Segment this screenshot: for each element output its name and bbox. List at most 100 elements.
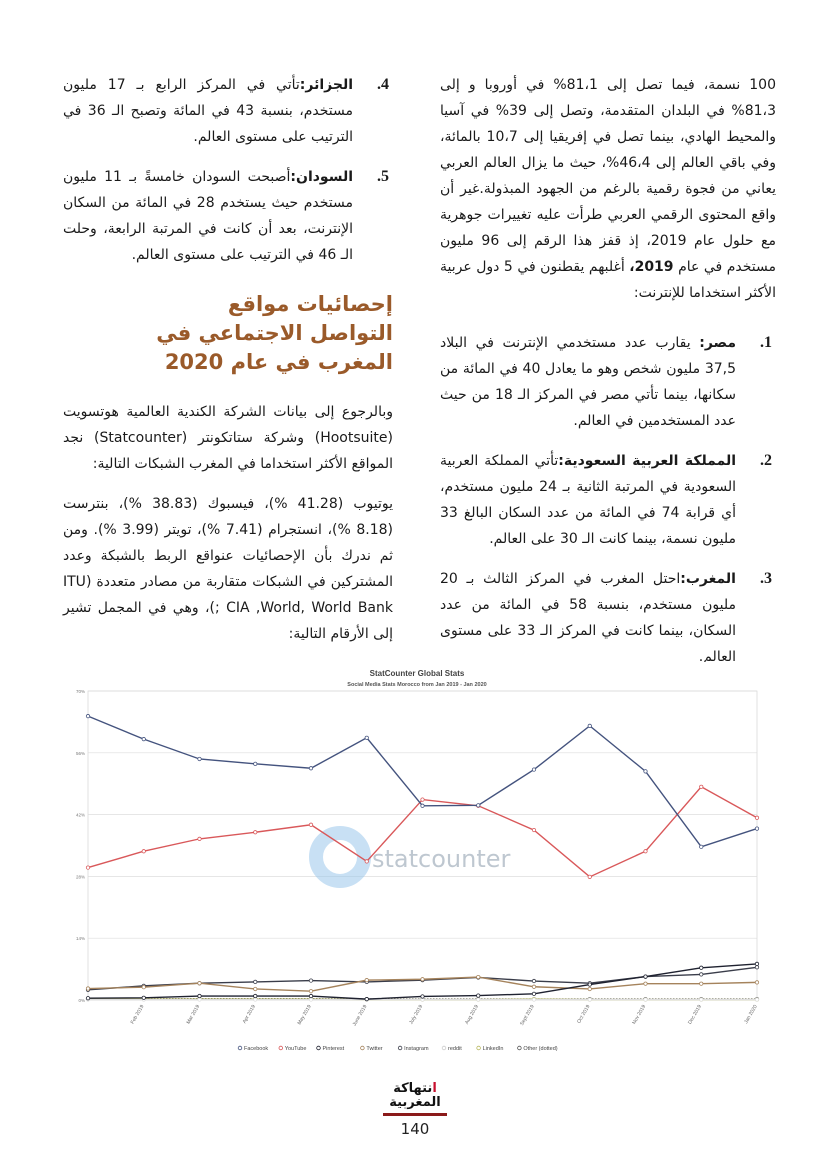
list-item-sudan: 5. السودان:أصبحت السودان خامسةً بـ 11 ملي… <box>63 168 389 263</box>
data-point <box>420 797 425 802</box>
legend-marker <box>360 1045 365 1051</box>
data-point <box>420 994 425 999</box>
chart-title: StatCounter Global Stats <box>370 669 465 678</box>
legend-marker <box>441 1045 447 1051</box>
x-tick-label: Jan 2020 <box>743 1004 759 1025</box>
x-tick-label: July 2019 <box>408 1004 424 1026</box>
data-point <box>364 978 369 983</box>
svg-text:statcounter: statcounter <box>372 845 511 873</box>
data-point <box>141 849 146 854</box>
legend-label: Instagram <box>404 1046 429 1052</box>
data-point <box>531 991 537 996</box>
legend-label: Twitter <box>366 1046 382 1052</box>
data-point <box>308 822 314 827</box>
social-media-line-chart: StatCounter Global Stats Social Media St… <box>60 662 775 1062</box>
legend-marker <box>316 1045 321 1051</box>
x-tick-label: Feb 2019 <box>130 1004 146 1025</box>
data-point <box>197 993 202 999</box>
data-point <box>643 769 648 774</box>
stats-paragraph: يوتيوب (41.28 %)، فيسبوك (38.83 %)، بنتر… <box>63 496 394 642</box>
data-point <box>253 830 258 835</box>
x-tick-label: Dec 2019 <box>687 1004 703 1026</box>
data-point <box>699 965 704 970</box>
list-item-morocco: 3. المغرب:احتل المغرب في المركز الثالث بـ… <box>440 570 772 665</box>
data-point <box>308 978 314 983</box>
data-point <box>643 974 648 979</box>
data-point <box>643 997 648 1002</box>
data-point <box>253 986 258 992</box>
chart-subtitle: Social Media Stats Morocco from Jan 2019… <box>347 682 486 688</box>
data-point <box>197 756 202 762</box>
data-point <box>754 965 760 970</box>
data-point <box>308 766 314 771</box>
data-point <box>643 981 648 986</box>
y-tick-label: 0% <box>78 998 85 1003</box>
data-point <box>85 714 91 719</box>
left-column: 4. الجزائر:تأتي في المركز الرابع بـ 17 مل… <box>63 72 393 661</box>
y-tick-label: 14% <box>76 936 85 941</box>
data-point <box>754 980 760 985</box>
legend-label: reddit <box>448 1046 462 1052</box>
data-point <box>476 974 481 980</box>
data-point <box>587 997 592 1002</box>
data-point <box>699 972 704 977</box>
x-tick-label: Nov 2019 <box>631 1004 647 1026</box>
data-point <box>85 996 91 1001</box>
data-point <box>699 981 704 986</box>
data-point <box>531 984 537 989</box>
data-point <box>754 961 760 966</box>
data-point <box>476 997 481 1002</box>
y-tick-label: 28% <box>76 874 85 879</box>
y-tick-label: 56% <box>76 751 85 756</box>
legend-label: YouTube <box>285 1046 307 1052</box>
data-point <box>364 997 369 1002</box>
data-point <box>587 982 592 987</box>
data-point <box>699 844 704 849</box>
data-point <box>476 803 481 808</box>
data-point <box>253 979 258 985</box>
footer-divider <box>383 1113 447 1116</box>
data-point <box>643 849 648 854</box>
data-point <box>253 997 258 1002</box>
list-item-egypt: 1. مصر: يقارب عدد مستخدمي الإنترنت في الب… <box>440 334 772 429</box>
data-point <box>308 993 314 999</box>
legend-label: Pinterest <box>323 1046 345 1052</box>
data-point <box>85 986 91 991</box>
data-point <box>308 997 314 1002</box>
data-point <box>420 803 425 808</box>
series-line-facebook <box>87 715 758 848</box>
data-point <box>531 767 537 772</box>
legend-marker <box>476 1045 481 1051</box>
list-item-saudi: 2. المملكة العربية السعودية:تأتي المملكة … <box>440 452 772 547</box>
x-tick-label: Mar 2019 <box>185 1004 201 1025</box>
data-point <box>754 997 760 1002</box>
page-footer: انتهاكة المغربية 140 <box>375 1082 455 1138</box>
data-point <box>85 865 91 870</box>
legend-marker <box>278 1045 283 1051</box>
data-point <box>699 997 704 1002</box>
legend-label: Other (dotted) <box>523 1046 557 1052</box>
data-point <box>587 723 592 728</box>
data-point <box>531 997 537 1002</box>
data-point <box>141 985 146 990</box>
data-point <box>364 859 369 864</box>
list-item-algeria: 4. الجزائر:تأتي في المركز الرابع بـ 17 مل… <box>63 76 389 145</box>
legend-marker <box>397 1045 403 1051</box>
data-point <box>308 989 314 994</box>
legend-marker <box>517 1045 522 1051</box>
data-point <box>476 993 481 998</box>
data-point <box>587 986 592 992</box>
sources-paragraph: وبالرجوع إلى بيانات الشركة الكندية العال… <box>63 404 393 472</box>
publication-logo: انتهاكة المغربية <box>389 1081 441 1110</box>
right-column: 100 نسمة، فيما تصل إلى 81،1% في أوروبا و… <box>440 72 776 684</box>
y-tick-label: 70% <box>76 689 85 694</box>
data-point <box>699 784 704 789</box>
data-point <box>253 993 258 999</box>
y-tick-label: 42% <box>76 813 85 818</box>
data-point <box>197 997 202 1002</box>
intro-paragraph: 100 نسمة، فيما تصل إلى 81،1% في أوروبا و… <box>440 77 777 301</box>
data-point <box>754 815 760 820</box>
section-heading: إحصائيات مواقع التواصل الاجتماعي في المغ… <box>156 292 393 374</box>
statcounter-watermark: statcounter <box>309 826 511 888</box>
x-tick-label: Oct 2019 <box>576 1004 591 1025</box>
